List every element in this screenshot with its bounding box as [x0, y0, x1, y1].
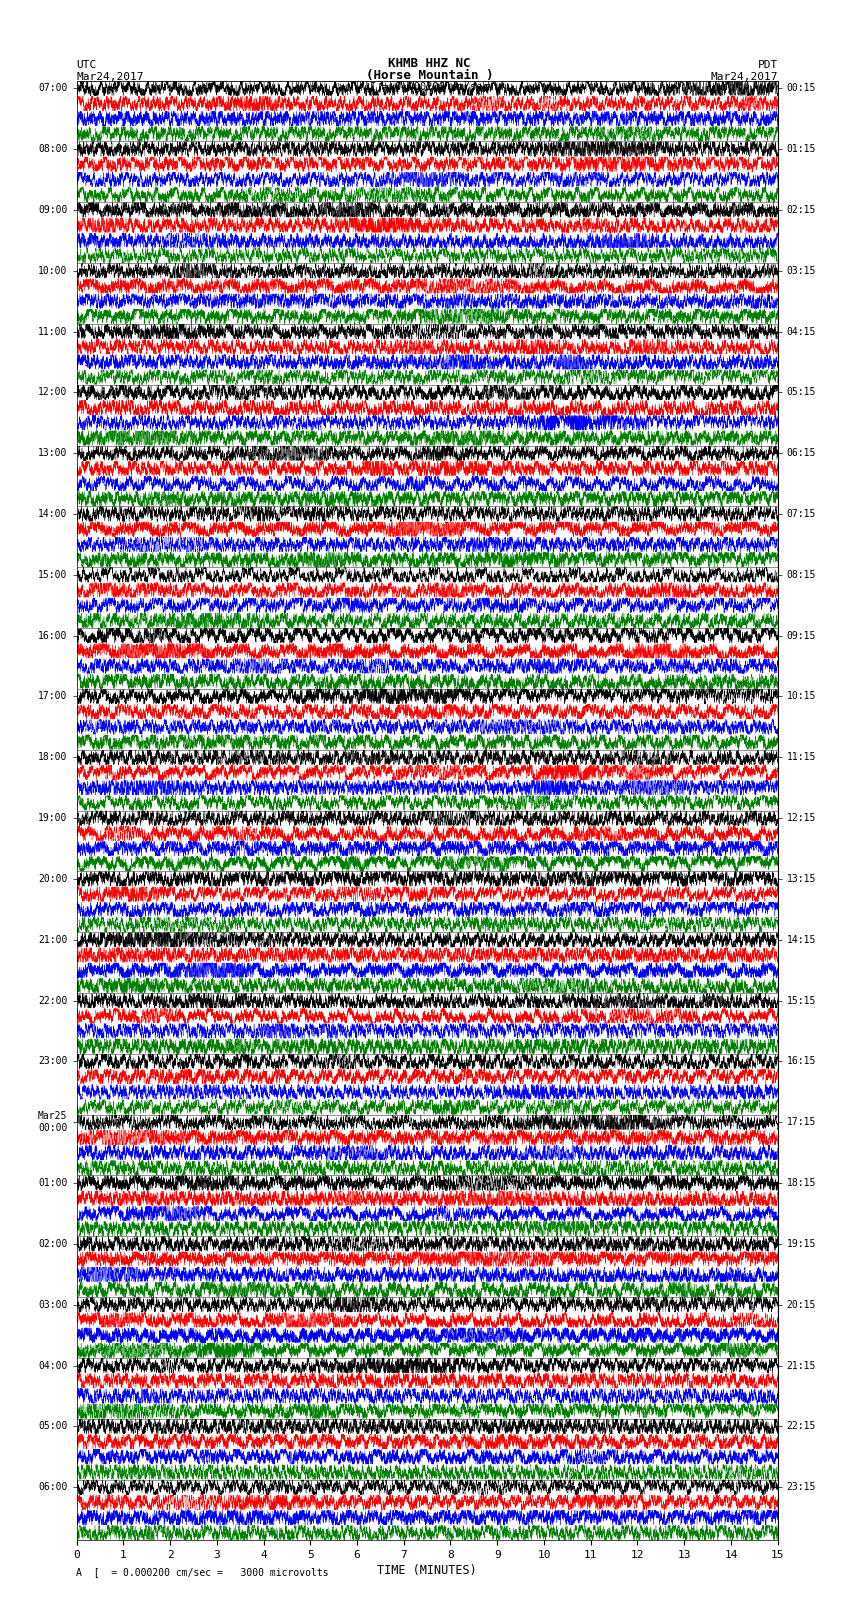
X-axis label: TIME (MINUTES): TIME (MINUTES) [377, 1565, 477, 1578]
Text: PDT: PDT [757, 60, 778, 71]
Text: Mar24,2017: Mar24,2017 [711, 73, 778, 82]
Text: (Horse Mountain ): (Horse Mountain ) [366, 69, 493, 82]
Text: UTC: UTC [76, 60, 97, 71]
Text: Mar24,2017: Mar24,2017 [76, 73, 144, 82]
Text: A  [  = 0.000200 cm/sec =   3000 microvolts: A [ = 0.000200 cm/sec = 3000 microvolts [76, 1568, 329, 1578]
Text: KHMB HHZ NC: KHMB HHZ NC [388, 56, 471, 71]
Text: I = 0.000200 cm/sec: I = 0.000200 cm/sec [370, 82, 489, 92]
